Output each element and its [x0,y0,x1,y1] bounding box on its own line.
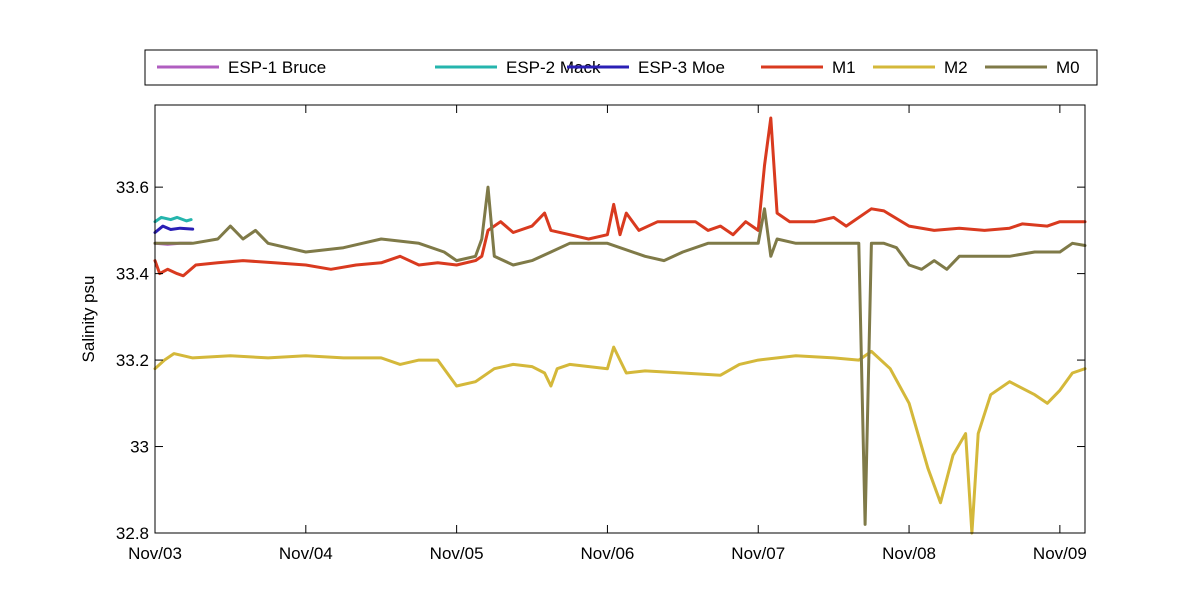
legend-label: M2 [944,58,968,77]
y-tick-label: 33.2 [116,351,149,370]
x-tick-label: Nov/07 [731,544,785,563]
x-tick-label: Nov/04 [279,544,333,563]
y-tick-label: 33 [130,438,149,457]
y-tick-label: 33.6 [116,178,149,197]
series-line-esp-3-moe [153,224,195,234]
x-tick-label: Nov/09 [1033,544,1087,563]
legend-label: ESP-2 Mack [506,58,601,77]
plot-frame [154,104,1086,534]
legend-label: M1 [832,58,856,77]
ticks-layer: Nov/03 Nov/04 Nov/05 Nov/06 Nov/07 Nov/08 Nov/… [116,105,1087,563]
x-tick-label: Nov/06 [580,544,634,563]
y-axis-label: Salinity psu [79,276,98,363]
legend-label: ESP-3 Moe [638,58,725,77]
y-tick-label: 33.4 [116,265,149,284]
legend-label: ESP-1 Bruce [228,58,326,77]
x-tick-label: Nov/03 [128,544,182,563]
x-tick-label: Nov/08 [882,544,936,563]
series-line-esp-2-mack [153,215,193,224]
series-line-m1 [153,116,1087,278]
series-line-m0 [153,185,1087,526]
x-tick-label: Nov/05 [430,544,484,563]
y-tick-label: 32.8 [116,524,149,543]
legend: ESP-1 Bruce ESP-2 Mack ESP-3 Moe M1 M2 M0 [144,49,1098,86]
legend-label: M0 [1056,58,1080,77]
